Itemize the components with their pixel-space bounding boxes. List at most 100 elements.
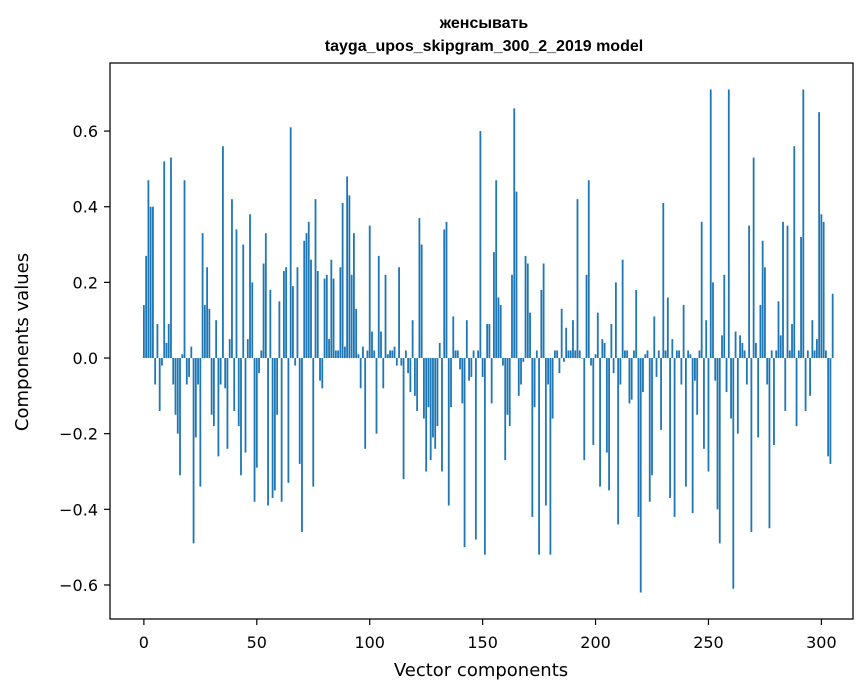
bar-13 xyxy=(172,358,175,385)
bar-56 xyxy=(269,289,272,359)
bar-160 xyxy=(504,358,507,461)
bar-150 xyxy=(481,358,484,377)
bar-26 xyxy=(201,233,204,359)
bar-277 xyxy=(768,358,771,529)
bar-243 xyxy=(691,358,694,514)
bar-278 xyxy=(770,350,773,359)
bar-206 xyxy=(608,358,610,491)
bar-8 xyxy=(161,358,163,366)
bar-170 xyxy=(526,263,529,359)
bar-1 xyxy=(145,255,148,359)
bar-32 xyxy=(215,320,218,359)
bar-20 xyxy=(188,358,190,377)
bar-64 xyxy=(287,358,290,483)
bar-90 xyxy=(346,176,349,359)
y-axis-label: Components values xyxy=(12,253,33,431)
bar-83 xyxy=(330,259,333,359)
bar-71 xyxy=(303,240,306,359)
bar-235 xyxy=(673,358,676,517)
bar-80 xyxy=(323,278,326,359)
bar-142 xyxy=(463,358,466,548)
bar-92 xyxy=(350,274,353,359)
bar-220 xyxy=(639,358,642,593)
bar-213 xyxy=(624,350,626,359)
bar-125 xyxy=(425,358,428,472)
bar-72 xyxy=(305,233,308,359)
bar-279 xyxy=(773,358,775,446)
bar-241 xyxy=(687,350,690,359)
bar-202 xyxy=(599,358,601,487)
bar-172 xyxy=(531,358,534,517)
bar-108 xyxy=(386,354,389,359)
bar-159 xyxy=(502,358,504,366)
bar-11 xyxy=(167,323,170,359)
bar-193 xyxy=(578,350,581,359)
x-tick-label: 150 xyxy=(467,633,498,652)
bar-169 xyxy=(524,255,527,359)
bar-211 xyxy=(619,358,622,385)
bar-195 xyxy=(583,358,586,461)
bar-219 xyxy=(637,358,640,517)
bar-274 xyxy=(761,240,764,359)
bar-78 xyxy=(319,358,321,381)
bar-301 xyxy=(822,221,825,359)
bar-38 xyxy=(228,339,231,359)
bar-283 xyxy=(782,221,784,359)
bar-207 xyxy=(610,323,613,359)
bar-60 xyxy=(278,301,281,359)
bar-231 xyxy=(664,350,667,359)
bar-50 xyxy=(255,358,258,468)
bar-46 xyxy=(246,339,249,359)
bar-233 xyxy=(669,358,671,498)
bar-28 xyxy=(206,267,209,359)
bar-156 xyxy=(495,180,498,359)
bar-52 xyxy=(260,350,263,359)
bar-57 xyxy=(271,358,274,498)
bar-109 xyxy=(389,350,391,359)
bar-93 xyxy=(353,233,355,359)
bar-145 xyxy=(470,358,473,377)
bar-214 xyxy=(626,350,629,359)
chart-subtitle: tayga_upos_skipgram_300_2_2019 model xyxy=(325,38,643,55)
bar-216 xyxy=(630,358,633,400)
bar-224 xyxy=(648,358,651,502)
bar-198 xyxy=(590,358,592,366)
bar-200 xyxy=(594,354,597,359)
y-tick-label: −0.2 xyxy=(59,425,98,444)
bar-275 xyxy=(764,267,766,359)
bar-23 xyxy=(194,358,197,438)
bar-102 xyxy=(373,350,376,359)
bar-192 xyxy=(576,199,579,359)
bar-9 xyxy=(163,161,166,359)
x-axis-label: Vector components xyxy=(394,660,568,681)
bar-276 xyxy=(766,358,769,385)
bar-115 xyxy=(402,358,405,480)
bar-205 xyxy=(605,358,608,453)
x-tick-label: 100 xyxy=(354,633,385,652)
bar-19 xyxy=(185,358,188,385)
bar-54 xyxy=(264,233,267,359)
bar-134 xyxy=(445,221,448,359)
bar-135 xyxy=(447,358,450,506)
bar-190 xyxy=(572,320,574,359)
bar-25 xyxy=(199,358,202,487)
bar-295 xyxy=(809,358,811,396)
bar-199 xyxy=(592,358,595,446)
bar-122 xyxy=(418,218,421,359)
bar-36 xyxy=(224,358,227,389)
bar-113 xyxy=(398,267,400,359)
bar-123 xyxy=(420,244,423,359)
bar-6 xyxy=(156,323,159,359)
bar-49 xyxy=(253,358,256,502)
bar-244 xyxy=(694,358,696,381)
bar-91 xyxy=(348,195,351,359)
bar-148 xyxy=(477,350,480,359)
bar-119 xyxy=(411,320,414,359)
bar-112 xyxy=(395,358,398,366)
bar-296 xyxy=(811,320,814,359)
bar-59 xyxy=(276,358,279,415)
bar-29 xyxy=(208,308,211,359)
bar-290 xyxy=(797,350,800,359)
bar-167 xyxy=(520,358,522,385)
